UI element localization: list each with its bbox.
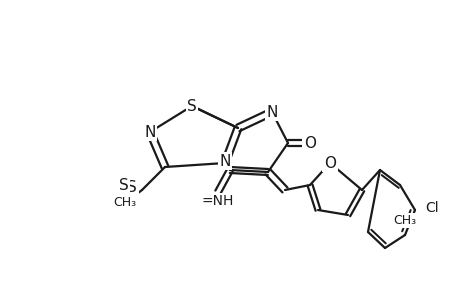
Text: CH₃: CH₃: [392, 214, 416, 227]
Text: N: N: [219, 154, 230, 169]
Text: N: N: [144, 124, 155, 140]
Text: S: S: [187, 98, 196, 113]
Text: Cl: Cl: [424, 201, 438, 215]
Text: O: O: [303, 136, 315, 151]
Text: S: S: [127, 179, 137, 194]
Text: =NH: =NH: [202, 194, 234, 208]
Text: N: N: [266, 104, 277, 119]
Text: S: S: [119, 178, 129, 193]
Text: O: O: [323, 155, 335, 170]
Text: CH₃: CH₃: [113, 196, 136, 209]
